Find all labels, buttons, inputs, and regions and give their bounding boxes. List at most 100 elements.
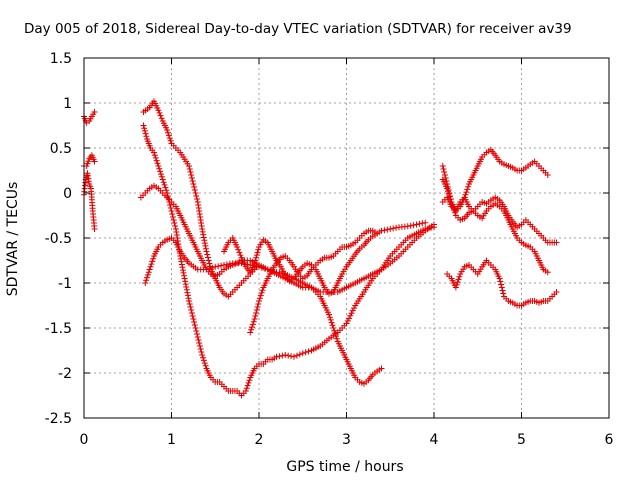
data-point: [197, 346, 204, 352]
data-point: [431, 221, 437, 228]
data-point: [202, 242, 209, 249]
data-point: [499, 287, 506, 294]
data-point: [381, 227, 388, 234]
data-point: [146, 266, 153, 273]
data-point: [348, 310, 355, 317]
data-point: [332, 330, 339, 337]
data-point: [202, 245, 209, 252]
data-point: [183, 286, 190, 293]
data-point: [202, 362, 209, 369]
data-point: [91, 226, 98, 232]
data-point: [331, 327, 338, 334]
data-point: [192, 325, 199, 331]
data-point: [445, 190, 452, 197]
data-point: [330, 325, 337, 331]
data-point: [258, 264, 265, 271]
data-point: [248, 326, 255, 333]
data-point: [256, 298, 262, 304]
x-tick-label: 4: [430, 432, 439, 448]
data-point: [201, 360, 208, 367]
data-point: [199, 226, 206, 232]
data-point: [259, 287, 266, 294]
data-point: [452, 284, 459, 291]
y-tick-label: 0: [63, 186, 72, 202]
data-point: [255, 246, 262, 253]
data-point: [200, 234, 207, 241]
data-point: [452, 209, 458, 216]
y-tick-label: 1.5: [50, 51, 72, 67]
y-tick-label: -0.5: [45, 231, 72, 247]
data-point: [378, 227, 385, 234]
data-points: [81, 98, 560, 399]
data-point: [416, 220, 423, 227]
data-point: [153, 157, 160, 164]
data-point: [296, 351, 303, 358]
data-point: [393, 224, 400, 231]
data-point: [163, 187, 170, 194]
data-point: [145, 269, 152, 276]
data-point: [234, 244, 241, 250]
data-point: [249, 321, 256, 328]
series-arc-early-3: [81, 170, 98, 232]
data-point: [448, 199, 455, 205]
data-point: [140, 122, 147, 129]
data-point: [343, 320, 350, 327]
data-point: [254, 304, 261, 310]
data-point: [167, 137, 174, 144]
data-point: [250, 318, 257, 325]
y-tick-label: -1: [58, 276, 72, 292]
data-point: [254, 249, 261, 256]
data-point: [328, 319, 335, 326]
data-point: [255, 301, 262, 307]
data-point: [167, 202, 174, 208]
data-point: [157, 168, 164, 175]
data-point: [390, 225, 397, 232]
data-point: [496, 275, 503, 282]
x-tick-label: 3: [342, 432, 351, 448]
data-point: [192, 190, 199, 196]
data-point: [288, 353, 295, 360]
data-point: [184, 292, 191, 299]
data-point: [172, 223, 179, 229]
data-point: [299, 350, 306, 357]
series-arc-10: [444, 257, 560, 309]
data-point: [326, 311, 332, 318]
data-point: [200, 354, 206, 361]
data-point: [142, 280, 149, 286]
data-point: [147, 263, 154, 270]
data-point: [157, 112, 164, 119]
data-point: [186, 166, 193, 172]
data-point: [453, 281, 460, 288]
data-point: [441, 172, 448, 178]
data-point: [252, 313, 259, 319]
data-point: [196, 340, 203, 346]
data-point: [204, 251, 211, 258]
data-point: [150, 255, 157, 262]
data-point: [189, 178, 196, 184]
y-tick-label: -1.5: [45, 321, 72, 337]
x-axis-label: GPS time / hours: [286, 459, 403, 475]
data-point: [258, 289, 265, 296]
data-point: [155, 107, 162, 114]
data-point: [188, 307, 195, 313]
data-point: [243, 385, 250, 392]
data-point: [251, 260, 258, 267]
tick-labels: 0 1 2 3 4 5 6 -2.5 -2 -1.5 -1 -0.5 0 0.5 1 1.5: [45, 51, 614, 448]
data-point: [221, 262, 227, 268]
data-point: [465, 183, 472, 190]
data-point: [200, 231, 207, 238]
data-point: [188, 175, 195, 181]
data-point: [454, 279, 461, 286]
data-point: [291, 353, 297, 360]
data-point: [326, 314, 333, 321]
data-point: [351, 305, 357, 312]
data-point: [456, 273, 463, 280]
data-point: [253, 310, 260, 316]
data-point: [144, 271, 151, 278]
data-point: [151, 152, 158, 159]
data-point: [450, 204, 457, 211]
data-point: [253, 307, 260, 313]
data-point: [449, 201, 456, 208]
